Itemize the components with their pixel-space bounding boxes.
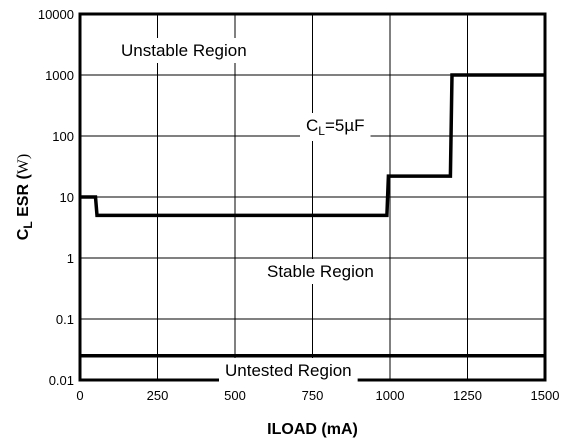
untested-region-label: Untested Region (225, 361, 352, 380)
stable-label-background (261, 259, 380, 284)
y-tick-label: 1 (67, 251, 74, 266)
y-tick-label: 10000 (38, 7, 74, 22)
x-tick-label: 500 (224, 388, 246, 403)
x-tick-label: 750 (302, 388, 324, 403)
y-tick-label: 0.01 (49, 373, 74, 388)
unstable-label-background (115, 38, 253, 63)
x-axis-ticks: 0 250 500 750 1000 1250 1500 (76, 388, 559, 403)
y-axis-label-rest: ESR ( (15, 174, 32, 222)
capacitance-label-background (300, 113, 371, 141)
y-axis-label: CL ESR (W) (15, 154, 35, 240)
y-tick-label: 100 (52, 129, 74, 144)
unstable-region-label: Unstable Region (121, 41, 247, 60)
capacitance-label-rest: =5µF (325, 116, 365, 135)
untested-label-background (219, 358, 358, 383)
capacitance-label-sub: L (318, 124, 325, 138)
y-axis-label-main: C (15, 228, 32, 240)
y-tick-label: 0.1 (56, 312, 74, 327)
x-tick-label: 250 (147, 388, 169, 403)
y-axis-label-close: ) (15, 154, 32, 159)
y-axis-label-sub: L (21, 221, 35, 228)
x-tick-label: 0 (76, 388, 83, 403)
x-axis-label: ILOAD (mA) (267, 421, 358, 438)
grid-lines (79, 13, 546, 381)
y-axis-label-unit: W (15, 158, 32, 174)
stable-region-label: Stable Region (267, 262, 374, 281)
y-axis-ticks: 0.01 0.1 1 10 100 1000 10000 (38, 7, 74, 388)
x-tick-label: 1500 (531, 388, 560, 403)
capacitance-label-main: C (306, 116, 318, 135)
y-tick-label: 1000 (45, 68, 74, 83)
esr-boundary-curve (80, 73, 545, 218)
y-tick-label: 10 (60, 190, 74, 205)
x-tick-label: 1250 (453, 388, 482, 403)
x-tick-label: 1000 (376, 388, 405, 403)
capacitance-label: CL=5µF (306, 116, 365, 138)
